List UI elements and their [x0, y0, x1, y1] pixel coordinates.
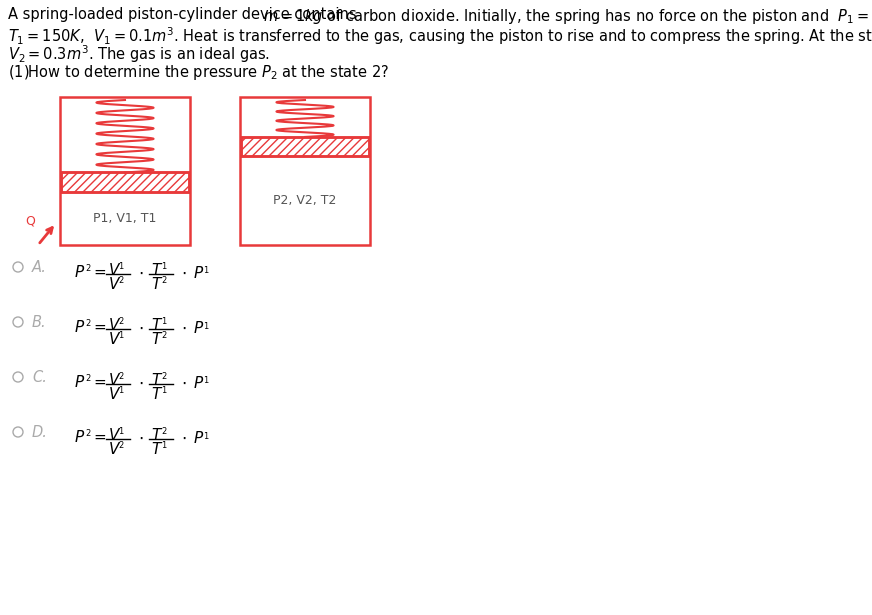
Text: $P$: $P$	[193, 320, 204, 336]
Text: $T$: $T$	[151, 276, 163, 292]
Circle shape	[13, 262, 23, 272]
Text: $_1$: $_1$	[161, 383, 167, 396]
Text: A.: A.	[32, 260, 47, 275]
Text: $_1$: $_1$	[118, 259, 125, 272]
Text: D.: D.	[32, 425, 48, 440]
Text: P2, V2, T2: P2, V2, T2	[273, 194, 337, 207]
Text: $V$: $V$	[108, 427, 121, 443]
Text: P1, V1, T1: P1, V1, T1	[93, 212, 157, 225]
Text: $T$: $T$	[151, 331, 163, 347]
Text: $T$: $T$	[151, 441, 163, 457]
Text: $V$: $V$	[108, 331, 121, 347]
Text: $\cdot$: $\cdot$	[181, 429, 187, 447]
Text: $_1$: $_1$	[203, 429, 209, 442]
Text: $V$: $V$	[108, 276, 121, 292]
Text: C.: C.	[32, 370, 47, 385]
Text: $P$: $P$	[193, 375, 204, 391]
Circle shape	[13, 372, 23, 382]
Text: $T$: $T$	[151, 427, 163, 443]
Text: $=$: $=$	[91, 429, 107, 444]
Text: $\cdot$: $\cdot$	[181, 319, 187, 337]
Text: $\cdot$: $\cdot$	[138, 264, 144, 282]
Text: $P$: $P$	[193, 430, 204, 446]
Text: $T$: $T$	[151, 317, 163, 333]
Text: $T$: $T$	[151, 386, 163, 402]
Text: $V$: $V$	[108, 317, 121, 333]
Text: $T$: $T$	[151, 372, 163, 388]
Text: $_2$: $_2$	[161, 369, 167, 382]
Text: $m=1kg$ of carbon dioxide. Initially, the spring has no force on the piston and : $m=1kg$ of carbon dioxide. Initially, th…	[263, 7, 872, 26]
Text: $_2$: $_2$	[118, 438, 125, 451]
Text: $_1$: $_1$	[161, 314, 167, 327]
Text: $P$: $P$	[193, 265, 204, 281]
Text: $\cdot$: $\cdot$	[181, 264, 187, 282]
Text: $T_1=150K$,  $V_1=0.1m^3$. Heat is transferred to the gas, causing the piston to: $T_1=150K$, $V_1=0.1m^3$. Heat is transf…	[8, 25, 872, 47]
Text: $_1$: $_1$	[118, 424, 125, 437]
Text: $\cdot$: $\cdot$	[138, 429, 144, 447]
Text: $_1$: $_1$	[203, 373, 209, 386]
Text: $_2$: $_2$	[161, 328, 167, 341]
Text: $T$: $T$	[151, 262, 163, 278]
Text: $V$: $V$	[108, 262, 121, 278]
Text: $_1$: $_1$	[203, 319, 209, 331]
Bar	[61, 172, 189, 192]
Text: A spring-loaded piston-cylinder device contains: A spring-loaded piston-cylinder device c…	[8, 7, 371, 22]
Text: $V$: $V$	[108, 441, 121, 457]
Bar	[61, 172, 189, 192]
Text: $_2$: $_2$	[118, 314, 125, 327]
Text: $=$: $=$	[91, 264, 107, 279]
Text: Q: Q	[25, 214, 35, 227]
Text: $V$: $V$	[108, 386, 121, 402]
Bar	[241, 137, 369, 156]
Text: $_2$: $_2$	[161, 424, 167, 437]
Text: $_2$: $_2$	[85, 261, 92, 274]
Text: $P$: $P$	[74, 374, 85, 390]
Text: $\cdot$: $\cdot$	[181, 374, 187, 392]
Text: $\cdot$: $\cdot$	[138, 374, 144, 392]
Text: $_2$: $_2$	[85, 371, 92, 384]
Text: $P$: $P$	[74, 264, 85, 280]
Text: $V_2=0.3m^3$. The gas is an ideal gas.: $V_2=0.3m^3$. The gas is an ideal gas.	[8, 43, 270, 65]
Bar	[240, 97, 370, 245]
Text: $_2$: $_2$	[85, 426, 92, 439]
Text: $\cdot$: $\cdot$	[138, 319, 144, 337]
Text: $_1$: $_1$	[161, 259, 167, 272]
Text: $=$: $=$	[91, 374, 107, 389]
Text: B.: B.	[32, 315, 46, 330]
Text: $_2$: $_2$	[118, 369, 125, 382]
Circle shape	[13, 427, 23, 437]
Text: $V$: $V$	[108, 372, 121, 388]
Bar	[241, 137, 369, 156]
Text: $P$: $P$	[74, 429, 85, 445]
Text: $=$: $=$	[91, 319, 107, 334]
Text: (1)How to determine the pressure $P_2$ at the state 2?: (1)How to determine the pressure $P_2$ a…	[8, 63, 389, 82]
Bar	[60, 97, 190, 245]
Text: $_1$: $_1$	[203, 263, 209, 277]
Text: $_2$: $_2$	[161, 273, 167, 286]
Text: $P$: $P$	[74, 319, 85, 335]
Text: $_2$: $_2$	[118, 273, 125, 286]
Circle shape	[13, 317, 23, 327]
Text: $_2$: $_2$	[85, 316, 92, 329]
Text: $_1$: $_1$	[161, 438, 167, 451]
Text: $_1$: $_1$	[118, 328, 125, 341]
Text: $_1$: $_1$	[118, 383, 125, 396]
